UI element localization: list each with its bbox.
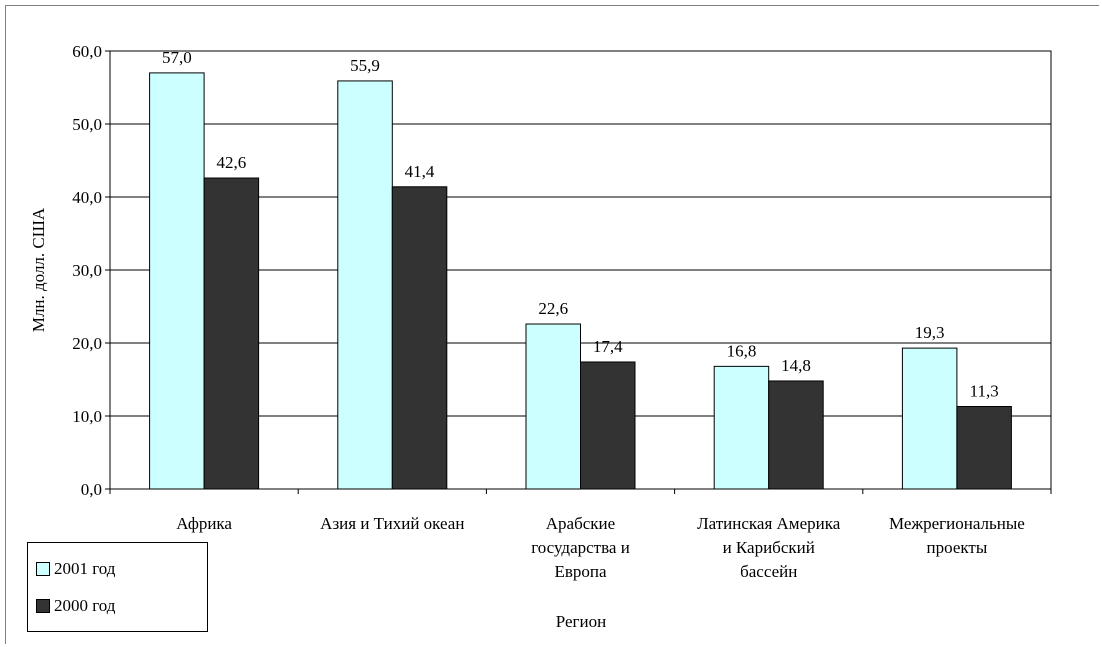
- legend: 2001 год 2000 год: [27, 542, 208, 632]
- bar: [149, 72, 205, 490]
- bar: [525, 323, 581, 490]
- y-tick-label: 20,0: [72, 334, 102, 353]
- data-label: 22,6: [538, 299, 568, 318]
- data-label: 19,3: [915, 323, 945, 342]
- bar: [901, 347, 958, 490]
- x-category-label: Межрегиональные проекты: [889, 514, 1025, 557]
- legend-item-2001: 2001 год: [36, 559, 115, 579]
- data-label: 42,6: [216, 153, 246, 172]
- data-label: 16,8: [727, 341, 757, 360]
- legend-swatch-2000: [36, 599, 50, 613]
- x-category-label: Африка: [176, 514, 232, 533]
- data-label: 55,9: [350, 56, 380, 75]
- legend-label-2000: 2000 год: [54, 596, 116, 615]
- x-category-label: Арабские государства и Европа: [531, 514, 630, 581]
- x-axis-title: Регион: [556, 612, 606, 631]
- bar: [768, 380, 824, 490]
- bar: [956, 406, 1012, 490]
- y-tick-label: 50,0: [72, 115, 102, 134]
- legend-item-2000: 2000 год: [36, 596, 115, 616]
- data-label: 17,4: [593, 337, 623, 356]
- data-label: 57,0: [162, 48, 192, 67]
- y-tick-label: 30,0: [72, 261, 102, 280]
- data-label: 41,4: [405, 162, 435, 181]
- y-tick-label: 10,0: [72, 407, 102, 426]
- legend-swatch-2001: [36, 562, 50, 576]
- bar: [203, 177, 260, 490]
- chart-frame: [5, 5, 1099, 644]
- y-tick-label: 40,0: [72, 188, 102, 207]
- legend-label-2001: 2001 год: [54, 559, 116, 578]
- y-axis-title: Млн. долл. США: [29, 207, 48, 332]
- data-label: 14,8: [781, 356, 811, 375]
- bar: [391, 186, 448, 490]
- bar: [713, 365, 770, 490]
- y-tick-label: 0,0: [81, 480, 102, 499]
- x-category-label: Азия и Тихий океан: [320, 514, 464, 533]
- x-category-label: Латинская Америка и Карибский бассейн: [697, 514, 841, 581]
- data-label: 11,3: [970, 382, 999, 401]
- bar: [337, 80, 393, 490]
- bar: [580, 361, 636, 490]
- y-tick-label: 60,0: [72, 42, 102, 61]
